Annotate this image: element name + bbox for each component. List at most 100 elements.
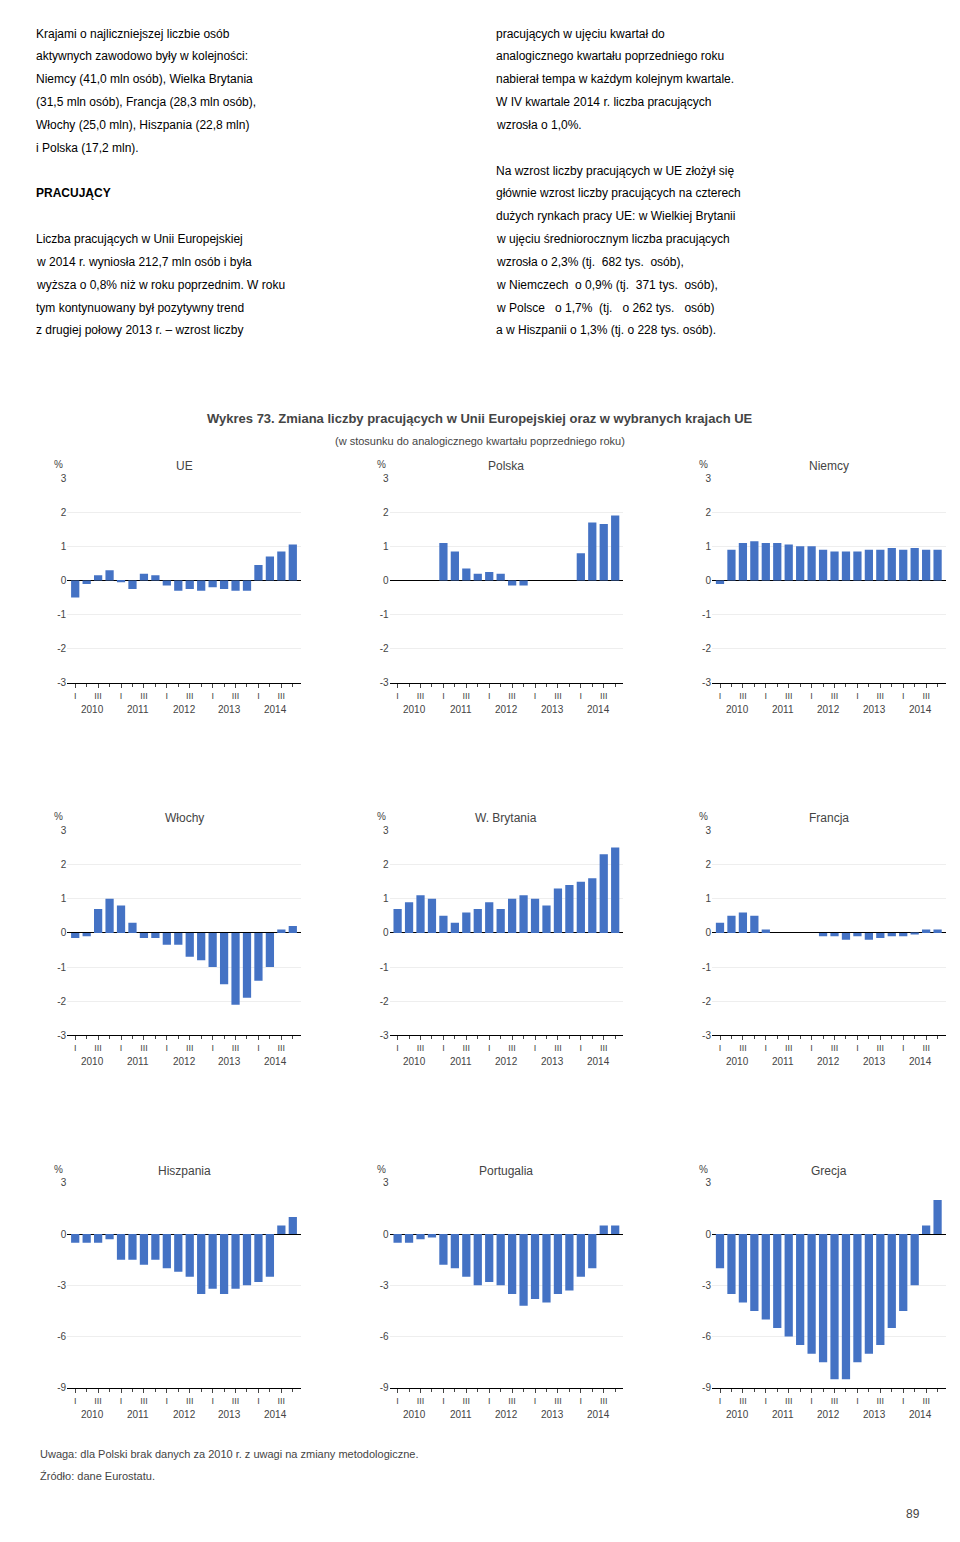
svg-text:Hiszpania: Hiszpania (158, 1164, 211, 1178)
svg-text:I: I (488, 1043, 491, 1053)
svg-text:3: 3 (383, 1177, 389, 1188)
svg-text:pracujących w ujęciu kwartał d: pracujących w ujęciu kwartał do (496, 27, 665, 41)
svg-text:III: III (508, 1396, 516, 1406)
svg-text:3: 3 (705, 473, 711, 484)
svg-text:I: I (120, 1396, 123, 1406)
svg-text:w 2014 r. wyniosła 212,7 mln o: w 2014 r. wyniosła 212,7 mln osób i była (36, 255, 252, 269)
svg-text:Polska: Polska (488, 459, 524, 473)
svg-text:III: III (417, 1043, 425, 1053)
svg-text:III: III (600, 691, 608, 701)
svg-text:III: III (831, 691, 839, 701)
svg-text:-1: -1 (380, 962, 389, 973)
svg-text:III: III (831, 1396, 839, 1406)
svg-text:(31,5 mln osób), Francja (28,3: (31,5 mln osób), Francja (28,3 mln osób)… (36, 95, 256, 109)
svg-text:I: I (719, 1043, 722, 1053)
svg-text:-6: -6 (702, 1331, 711, 1342)
svg-text:III: III (278, 691, 286, 701)
svg-text:I: I (211, 691, 214, 701)
svg-text:-9: -9 (702, 1382, 711, 1393)
svg-text:2012: 2012 (173, 704, 196, 715)
svg-text:Włochy: Włochy (165, 811, 204, 825)
svg-text:2010: 2010 (403, 1056, 426, 1067)
svg-text:2014: 2014 (264, 704, 287, 715)
svg-text:w ujęciu średniorocznym liczba: w ujęciu średniorocznym liczba pracujący… (496, 232, 730, 246)
svg-text:III: III (600, 1396, 608, 1406)
svg-text:III: III (232, 1396, 240, 1406)
svg-text:I: I (396, 1396, 399, 1406)
svg-text:I: I (120, 1043, 123, 1053)
svg-text:W. Brytania: W. Brytania (475, 811, 537, 825)
svg-text:2010: 2010 (726, 704, 749, 715)
svg-text:dużych rynkach pracy UE: w Wie: dużych rynkach pracy UE: w Wielkiej Bryt… (496, 209, 735, 223)
svg-text:2014: 2014 (587, 1056, 610, 1067)
svg-text:III: III (508, 691, 516, 701)
svg-text:Grecja: Grecja (811, 1164, 847, 1178)
svg-text:III: III (508, 1043, 516, 1053)
svg-text:2012: 2012 (173, 1056, 196, 1067)
svg-text:2014: 2014 (909, 1409, 932, 1420)
svg-text:2012: 2012 (817, 704, 840, 715)
svg-text:2: 2 (705, 507, 711, 518)
svg-text:-1: -1 (702, 609, 711, 620)
svg-text:I: I (810, 1043, 813, 1053)
svg-text:-1: -1 (380, 609, 389, 620)
svg-text:2013: 2013 (541, 1409, 564, 1420)
svg-text:%: % (699, 459, 708, 470)
svg-text:2011: 2011 (772, 1056, 794, 1067)
svg-text:3: 3 (383, 473, 389, 484)
svg-text:III: III (785, 691, 793, 701)
svg-text:2013: 2013 (863, 1409, 886, 1420)
svg-text:a w Hiszpanii o 1,3% (tj. o 22: a w Hiszpanii o 1,3% (tj. o 228 tys. osó… (496, 323, 716, 337)
svg-text:I: I (534, 691, 537, 701)
svg-text:III: III (463, 1396, 471, 1406)
svg-text:I: I (211, 1396, 214, 1406)
svg-text:-3: -3 (702, 1030, 711, 1041)
svg-text:Niemcy: Niemcy (809, 459, 849, 473)
svg-text:2013: 2013 (218, 1409, 241, 1420)
svg-text:tym kontynuowany był pozytywny: tym kontynuowany był pozytywny trend (36, 301, 244, 315)
svg-text:I: I (810, 1396, 813, 1406)
svg-text:Liczba pracujących w Unii Euro: Liczba pracujących w Unii Europejskiej (36, 232, 243, 246)
svg-text:89: 89 (906, 1507, 920, 1521)
svg-text:I: I (74, 691, 77, 701)
svg-text:2: 2 (61, 859, 67, 870)
svg-text:I: I (442, 691, 445, 701)
svg-text:0: 0 (61, 1229, 67, 1240)
svg-text:I: I (580, 1043, 583, 1053)
svg-text:I: I (74, 1396, 77, 1406)
svg-text:III: III (463, 1043, 471, 1053)
svg-text:3: 3 (705, 825, 711, 836)
svg-text:2: 2 (705, 859, 711, 870)
svg-text:III: III (922, 691, 930, 701)
svg-text:0: 0 (705, 927, 711, 938)
svg-text:2010: 2010 (81, 1056, 104, 1067)
svg-text:2: 2 (383, 507, 389, 518)
svg-text:I: I (765, 1043, 768, 1053)
svg-text:I: I (257, 691, 260, 701)
svg-text:2011: 2011 (450, 1409, 472, 1420)
svg-text:I: I (166, 1043, 169, 1053)
svg-text:%: % (377, 811, 386, 822)
svg-text:III: III (140, 691, 148, 701)
svg-text:2014: 2014 (264, 1409, 287, 1420)
svg-text:wyższa o 0,8% niż w roku poprz: wyższa o 0,8% niż w roku poprzednim. W r… (36, 278, 285, 292)
svg-text:Portugalia: Portugalia (479, 1164, 533, 1178)
svg-text:III: III (232, 1043, 240, 1053)
svg-text:-1: -1 (57, 609, 66, 620)
svg-text:-9: -9 (57, 1382, 66, 1393)
svg-text:2013: 2013 (863, 1056, 886, 1067)
svg-text:i Polska (17,2 mln).: i Polska (17,2 mln). (36, 141, 139, 155)
svg-text:Francja: Francja (809, 811, 849, 825)
svg-text:III: III (94, 1043, 102, 1053)
svg-text:1: 1 (705, 541, 711, 552)
svg-text:2014: 2014 (909, 704, 932, 715)
svg-text:I: I (534, 1396, 537, 1406)
svg-text:III: III (554, 691, 562, 701)
svg-text:2011: 2011 (450, 704, 472, 715)
svg-text:0: 0 (61, 927, 67, 938)
svg-text:III: III (140, 1043, 148, 1053)
svg-text:2011: 2011 (450, 1056, 472, 1067)
svg-text:%: % (54, 1164, 63, 1175)
svg-text:III: III (94, 691, 102, 701)
svg-text:2012: 2012 (495, 1409, 518, 1420)
